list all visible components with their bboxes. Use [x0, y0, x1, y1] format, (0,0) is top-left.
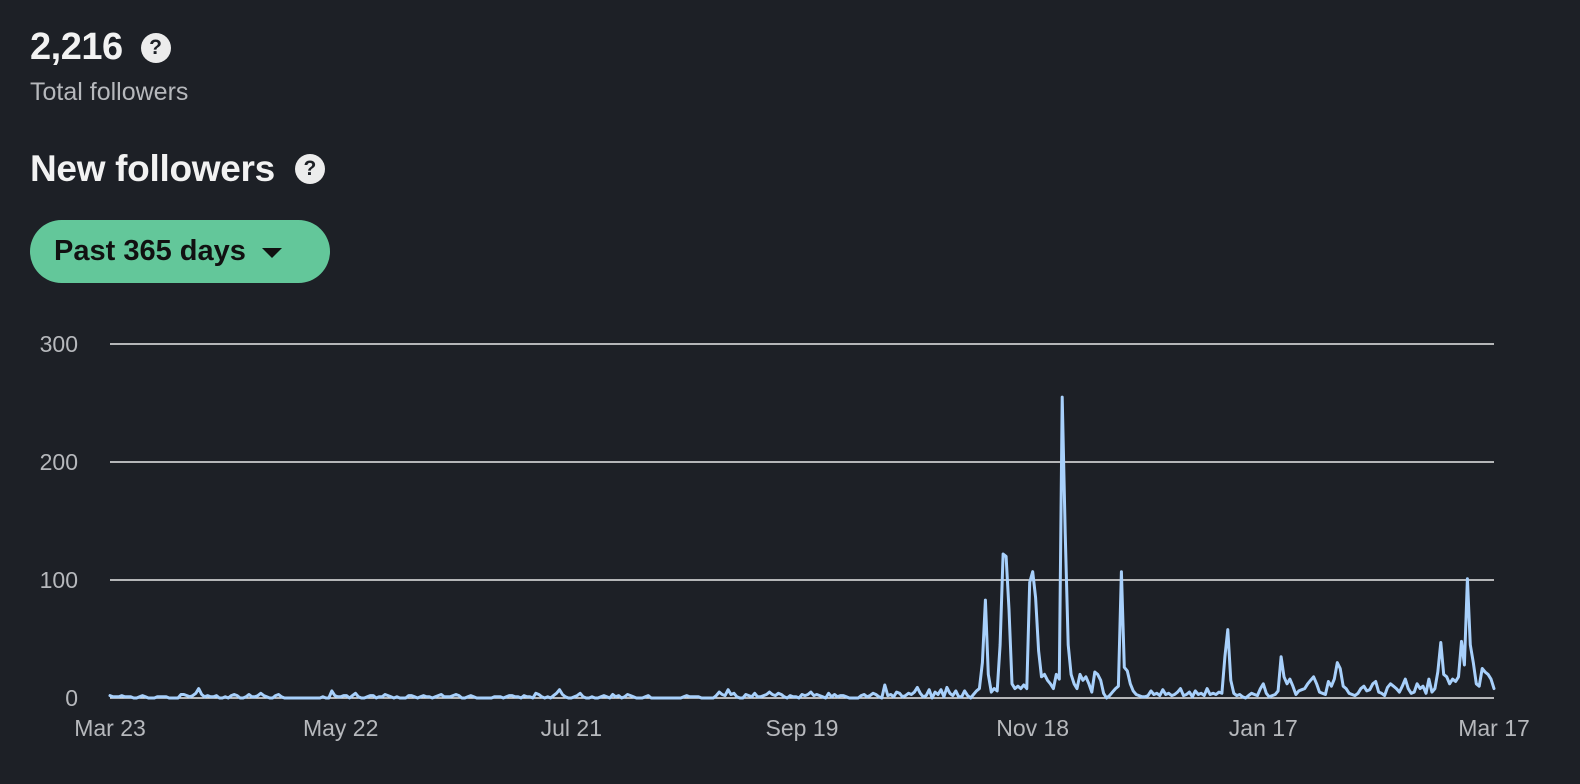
x-tick-label: Mar 23: [74, 715, 146, 741]
x-tick-label: May 22: [303, 715, 378, 741]
x-tick-label: Jul 21: [541, 715, 602, 741]
x-tick-label: Mar 17: [1458, 715, 1530, 741]
x-tick-label: Sep 19: [766, 715, 839, 741]
total-followers-count: 2,216: [30, 26, 123, 68]
date-range-label: Past 365 days: [54, 235, 246, 267]
help-icon[interactable]: ?: [140, 32, 171, 63]
new-followers-chart: 0 100 200 300 Mar 23 May 22 Jul 21 Sep 19 Nov 18…: [40, 331, 1530, 741]
y-tick-label: 0: [65, 685, 78, 711]
section-header: New followers ?: [30, 148, 325, 190]
caret-down-icon: [261, 247, 282, 258]
y-tick-label: 300: [40, 331, 78, 357]
total-followers-label: Total followers: [30, 78, 189, 106]
y-tick-label: 200: [40, 449, 78, 475]
x-tick-label: Jan 17: [1229, 715, 1298, 741]
total-followers-row: 2,216 ?: [30, 26, 171, 69]
section-title: New followers: [30, 148, 275, 189]
x-tick-label: Nov 18: [996, 715, 1069, 741]
series-line: [108, 395, 1496, 700]
y-tick-label: 100: [40, 567, 78, 593]
help-icon[interactable]: ?: [294, 154, 325, 184]
date-range-dropdown[interactable]: Past 365 days: [30, 220, 330, 283]
